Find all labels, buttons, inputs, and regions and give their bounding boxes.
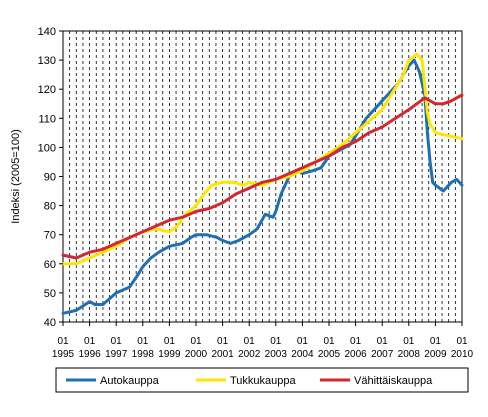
- x-tick-label-year: 2005: [318, 349, 341, 360]
- x-tick-label-year: 2003: [265, 349, 288, 360]
- grid-layer: [69, 31, 456, 322]
- x-tick-label-top: 01: [323, 336, 335, 347]
- x-tick-label-top: 01: [57, 336, 69, 347]
- y-tick-label: 110: [38, 113, 56, 125]
- x-tick-label-top: 01: [403, 336, 415, 347]
- x-tick-label-year: 1996: [78, 349, 101, 360]
- x-tick-label-year: 2009: [424, 349, 447, 360]
- x-tick-label-year: 2007: [371, 349, 394, 360]
- x-tick-label-top: 01: [430, 336, 442, 347]
- x-tick-label-top: 01: [244, 336, 256, 347]
- x-tick-label-year: 2004: [291, 349, 314, 360]
- legend: Autokauppa Tukkukauppa Vähittäiskauppa: [55, 367, 469, 393]
- x-tick-label-year: 1995: [52, 349, 75, 360]
- y-axis-ticks: 40 50 60 70 80 90 100 110 120 130 140: [38, 26, 63, 329]
- legend-label-3: Vähittäiskauppa: [354, 375, 433, 387]
- y-tick-label: 130: [38, 55, 56, 67]
- x-tick-label-year: 1999: [158, 349, 181, 360]
- x-tick-label-top: 01: [164, 336, 176, 347]
- x-tick-label-year: 2000: [185, 349, 208, 360]
- y-axis-label: Indeksi (2005=100): [10, 129, 22, 223]
- x-tick-label-top: 01: [297, 336, 309, 347]
- y-tick-label: 70: [44, 230, 56, 242]
- y-tick-label: 100: [38, 142, 56, 154]
- x-tick-label-year: 2008: [398, 349, 421, 360]
- y-tick-label: 80: [44, 201, 56, 213]
- x-tick-label-year: 2001: [211, 349, 234, 360]
- x-tick-label-top: 01: [377, 336, 389, 347]
- x-tick-label-top: 01: [84, 336, 96, 347]
- series-line-3: [61, 93, 464, 260]
- y-tick-label: 120: [38, 84, 56, 96]
- legend-box: [55, 367, 469, 393]
- series-line-1: [61, 58, 464, 315]
- x-tick-label-top: 01: [456, 336, 468, 347]
- x-tick-label-top: 01: [111, 336, 123, 347]
- x-axis-ticks: 01 1995 01 1996 01 1997 01 1998 01 1999 01 2000 01 20…: [52, 322, 474, 360]
- x-tick-label-year: 2002: [238, 349, 261, 360]
- y-tick-label: 140: [38, 26, 56, 38]
- x-tick-label-year: 2006: [344, 349, 367, 360]
- legend-label-1: Autokauppa: [100, 375, 160, 387]
- y-tick-label: 40: [44, 317, 56, 329]
- x-tick-label-top: 01: [190, 336, 202, 347]
- legend-label-2: Tukkukauppa: [230, 375, 297, 387]
- x-tick-label-top: 01: [350, 336, 362, 347]
- x-tick-label-top: 01: [270, 336, 282, 347]
- series-layer: [61, 52, 464, 315]
- x-tick-label-year: 1997: [105, 349, 128, 360]
- y-tick-label: 50: [44, 288, 56, 300]
- y-tick-label: 60: [44, 259, 56, 271]
- x-tick-label-top: 01: [217, 336, 229, 347]
- x-tick-label-year: 1998: [132, 349, 155, 360]
- x-tick-label-year: 2010: [451, 349, 474, 360]
- x-tick-label-top: 01: [137, 336, 149, 347]
- y-tick-label: 90: [44, 172, 56, 184]
